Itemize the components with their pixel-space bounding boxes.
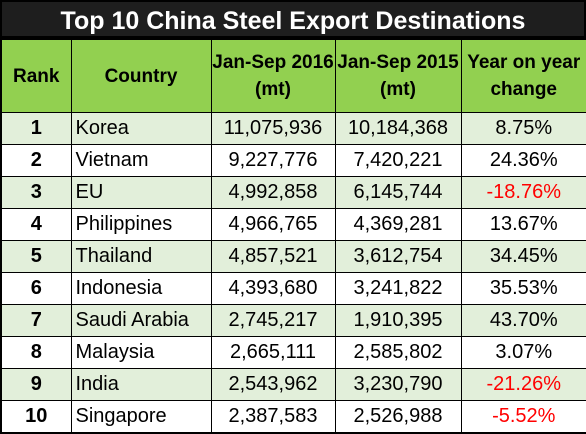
cell-rank: 6 bbox=[0, 272, 72, 305]
cell-2016: 2,745,217 bbox=[210, 304, 336, 337]
cell-country: Vietnam bbox=[70, 144, 212, 177]
cell-rank: 9 bbox=[0, 368, 72, 401]
header-change: Year on year change bbox=[460, 38, 586, 113]
cell-change: 3.07% bbox=[460, 336, 586, 369]
header-2015-label: Jan-Sep 2015 (mt) bbox=[337, 52, 459, 100]
cell-2016: 2,387,583 bbox=[210, 400, 336, 434]
cell-2015: 2,585,802 bbox=[334, 336, 462, 369]
cell-2016: 4,992,858 bbox=[210, 176, 336, 209]
cell-country: Indonesia bbox=[70, 272, 212, 305]
cell-change: 13.67% bbox=[460, 208, 586, 241]
cell-2016: 4,857,521 bbox=[210, 240, 336, 273]
table-title: Top 10 China Steel Export Destinations bbox=[0, 0, 586, 38]
cell-rank: 8 bbox=[0, 336, 72, 369]
cell-2015: 7,420,221 bbox=[334, 144, 462, 177]
cell-rank: 2 bbox=[0, 144, 72, 177]
header-country: Country bbox=[70, 38, 212, 113]
cell-rank: 10 bbox=[0, 400, 72, 434]
cell-country: Philippines bbox=[70, 208, 212, 241]
header-row: Rank Country Jan-Sep 2016 (mt) Jan-Sep 2… bbox=[0, 38, 586, 113]
cell-2015: 3,241,822 bbox=[334, 272, 462, 305]
cell-rank: 5 bbox=[0, 240, 72, 273]
table-row: 2 Vietnam 9,227,776 7,420,221 24.36% bbox=[0, 144, 586, 177]
cell-2015: 10,184,368 bbox=[334, 112, 462, 145]
table-row: 1 Korea 11,075,936 10,184,368 8.75% bbox=[0, 112, 586, 145]
header-2016-label: Jan-Sep 2016 (mt) bbox=[212, 52, 334, 100]
cell-2015: 4,369,281 bbox=[334, 208, 462, 241]
table-row: 10 Singapore 2,387,583 2,526,988 -5.52% bbox=[0, 400, 586, 434]
cell-country: EU bbox=[70, 176, 212, 209]
cell-country: Korea bbox=[70, 112, 212, 145]
table-row: 9 India 2,543,962 3,230,790 -21.26% bbox=[0, 368, 586, 401]
cell-change: 35.53% bbox=[460, 272, 586, 305]
export-table: Rank Country Jan-Sep 2016 (mt) Jan-Sep 2… bbox=[0, 38, 586, 434]
cell-2016: 11,075,936 bbox=[210, 112, 336, 145]
cell-2016: 2,543,962 bbox=[210, 368, 336, 401]
cell-country: Saudi Arabia bbox=[70, 304, 212, 337]
cell-2015: 6,145,744 bbox=[334, 176, 462, 209]
table-body: 1 Korea 11,075,936 10,184,368 8.75% 2 Vietnam 9… bbox=[0, 112, 586, 434]
header-2016: Jan-Sep 2016 (mt) bbox=[210, 38, 336, 113]
cell-rank: 3 bbox=[0, 176, 72, 209]
table-row: 6 Indonesia 4,393,680 3,241,822 35.53% bbox=[0, 272, 586, 305]
header-2015: Jan-Sep 2015 (mt) bbox=[334, 38, 462, 113]
table-row: 7 Saudi Arabia 2,745,217 1,910,395 43.70% bbox=[0, 304, 586, 337]
cell-country: Thailand bbox=[70, 240, 212, 273]
header-rank: Rank bbox=[0, 38, 72, 113]
header-change-label: Year on year change bbox=[467, 52, 581, 100]
cell-2015: 3,230,790 bbox=[334, 368, 462, 401]
cell-2016: 2,665,111 bbox=[210, 336, 336, 369]
cell-rank: 4 bbox=[0, 208, 72, 241]
table-row: 3 EU 4,992,858 6,145,744 -18.76% bbox=[0, 176, 586, 209]
cell-2015: 1,910,395 bbox=[334, 304, 462, 337]
cell-2015: 3,612,754 bbox=[334, 240, 462, 273]
table-row: 4 Philippines 4,966,765 4,369,281 13.67% bbox=[0, 208, 586, 241]
cell-change: -21.26% bbox=[460, 368, 586, 401]
cell-change: 8.75% bbox=[460, 112, 586, 145]
cell-change: 43.70% bbox=[460, 304, 586, 337]
cell-change: -5.52% bbox=[460, 400, 586, 434]
cell-rank: 7 bbox=[0, 304, 72, 337]
cell-2015: 2,526,988 bbox=[334, 400, 462, 434]
cell-change: 24.36% bbox=[460, 144, 586, 177]
cell-rank: 1 bbox=[0, 112, 72, 145]
cell-2016: 9,227,776 bbox=[210, 144, 336, 177]
cell-change: 34.45% bbox=[460, 240, 586, 273]
cell-2016: 4,966,765 bbox=[210, 208, 336, 241]
cell-country: Malaysia bbox=[70, 336, 212, 369]
table-row: 5 Thailand 4,857,521 3,612,754 34.45% bbox=[0, 240, 586, 273]
cell-country: India bbox=[70, 368, 212, 401]
table-row: 8 Malaysia 2,665,111 2,585,802 3.07% bbox=[0, 336, 586, 369]
cell-country: Singapore bbox=[70, 400, 212, 434]
cell-change: -18.76% bbox=[460, 176, 586, 209]
cell-2016: 4,393,680 bbox=[210, 272, 336, 305]
